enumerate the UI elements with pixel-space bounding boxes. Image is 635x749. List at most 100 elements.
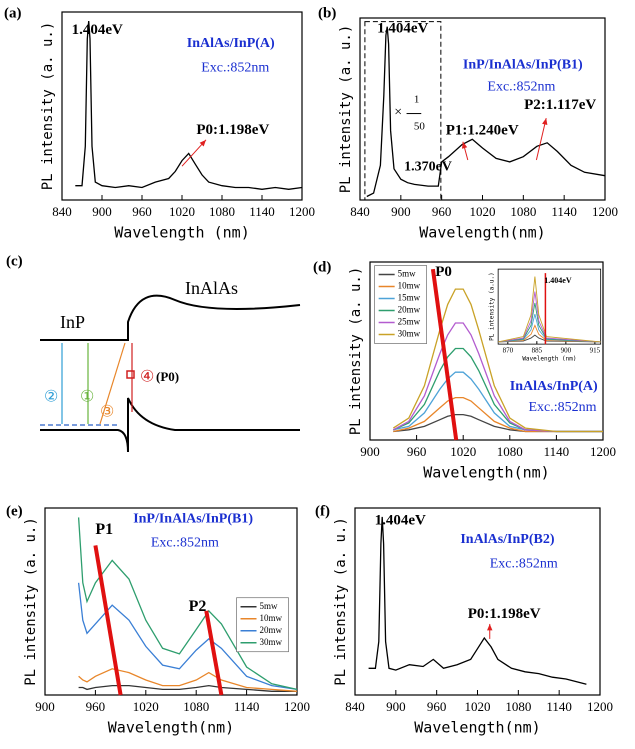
band-diagram bbox=[40, 294, 301, 453]
transition-label: ④ bbox=[140, 369, 154, 386]
annotation: P2 bbox=[189, 598, 207, 615]
legend-label: 10mw bbox=[260, 613, 283, 623]
x-tick-label: 1200 bbox=[284, 699, 310, 714]
x-tick-label: 1200 bbox=[587, 699, 613, 714]
spectrum-line bbox=[498, 302, 601, 343]
x-tick-label: 1020 bbox=[450, 444, 476, 459]
spectrum-line bbox=[368, 516, 587, 685]
annotation: InAlAs/InP(A) bbox=[187, 36, 275, 51]
annotation: P2:1.117eV bbox=[524, 97, 596, 113]
x-tick-label: 870 bbox=[503, 347, 514, 355]
plot-frame bbox=[369, 261, 604, 441]
panel-label: (f) bbox=[315, 503, 330, 519]
annotation: P0:1.198eV bbox=[468, 606, 541, 622]
annotation: InAlAs/InP(B2) bbox=[460, 532, 554, 547]
x-tick-label: 1200 bbox=[590, 444, 616, 459]
x-tick-label: 1140 bbox=[234, 699, 260, 714]
annotation: P0 bbox=[435, 264, 452, 280]
x-tick-label: 1080 bbox=[510, 204, 536, 219]
arrow bbox=[535, 117, 547, 161]
transition-label: ② bbox=[44, 389, 58, 406]
peak-trace bbox=[93, 545, 123, 696]
annotation: × bbox=[394, 105, 402, 120]
panel-label: (d) bbox=[313, 259, 331, 275]
spectrum-line bbox=[77, 582, 298, 691]
spectrum-line bbox=[498, 276, 601, 343]
x-tick-label: 885 bbox=[532, 347, 543, 355]
spectrum-line bbox=[78, 668, 298, 692]
transition-label: ① bbox=[80, 389, 94, 406]
x-tick-label: 1020 bbox=[465, 699, 491, 714]
x-tick-label: 1080 bbox=[497, 444, 523, 459]
panel-label: (c) bbox=[6, 253, 23, 269]
x-tick-label: 1140 bbox=[544, 444, 570, 459]
annotation: P1:1.240eV bbox=[446, 122, 519, 138]
legend-label: 20mw bbox=[398, 305, 421, 315]
arrow-head bbox=[199, 139, 206, 147]
spectrum-line bbox=[498, 291, 601, 343]
panel-label: (a) bbox=[4, 5, 22, 21]
x-axis-label: Wavelength(nm) bbox=[419, 224, 545, 242]
peak-trace bbox=[204, 610, 224, 696]
annotation: Exc.:852nm bbox=[487, 79, 555, 94]
x-tick-label: 900 bbox=[92, 204, 112, 219]
legend-box bbox=[374, 265, 427, 344]
x-axis-label: Wavelength (nm) bbox=[522, 356, 576, 363]
x-tick-label: 1140 bbox=[551, 204, 577, 219]
spectrum-line bbox=[392, 322, 603, 433]
arrow-head bbox=[461, 141, 468, 149]
x-tick-label: 900 bbox=[360, 444, 380, 459]
arrow-head bbox=[542, 118, 548, 125]
y-axis-label: PL intensity (a. u.) bbox=[338, 25, 354, 194]
x-tick-label: 1080 bbox=[183, 699, 209, 714]
y-axis-label: PL intensity (a. u.) bbox=[348, 267, 364, 436]
valence-band bbox=[40, 397, 300, 453]
x-tick-label: 1140 bbox=[546, 699, 572, 714]
x-tick-label: 1080 bbox=[505, 699, 531, 714]
legend-label: 20mw bbox=[260, 625, 283, 635]
x-axis-label: Wavelength(nm) bbox=[423, 464, 549, 482]
spectrum-line bbox=[392, 288, 603, 433]
legend-label: 5mw bbox=[398, 269, 417, 279]
annotation: 50 bbox=[414, 121, 426, 133]
x-axis-label: Wavelength(nm) bbox=[108, 719, 234, 737]
x-tick-label: 1020 bbox=[133, 699, 159, 714]
x-tick-label: 1200 bbox=[289, 204, 315, 219]
annotation: InP/InAlAs/InP(B1) bbox=[133, 511, 253, 526]
arrow-head bbox=[487, 623, 493, 631]
x-tick-label: 960 bbox=[407, 444, 427, 459]
spectrum-line bbox=[498, 334, 601, 343]
x-tick-label: 840 bbox=[345, 699, 365, 714]
x-tick-label: 960 bbox=[132, 204, 152, 219]
annotation: Exc.:852nm bbox=[151, 536, 219, 551]
x-axis-label: Wavelength (nm) bbox=[114, 224, 249, 242]
x-tick-label: 960 bbox=[86, 699, 106, 714]
legend-label: 15mw bbox=[398, 293, 421, 303]
x-tick-label: 1020 bbox=[169, 204, 195, 219]
legend-label: 30mw bbox=[398, 329, 421, 339]
annotation: Exc.:852nm bbox=[201, 61, 269, 76]
plot-frame bbox=[44, 507, 298, 696]
x-tick-label: 840 bbox=[52, 204, 72, 219]
spectrum-line bbox=[78, 684, 297, 692]
annotation: 1.404eV bbox=[72, 22, 123, 38]
x-tick-label: 900 bbox=[561, 347, 572, 355]
annotation: 1.404eV bbox=[544, 276, 572, 285]
spectrum-line bbox=[366, 26, 606, 198]
transition-label: ③ bbox=[100, 404, 114, 421]
x-tick-label: 900 bbox=[391, 204, 411, 219]
annotation: Exc.:852nm bbox=[490, 556, 558, 571]
y-axis-label: PL intensity (a. u.) bbox=[40, 22, 56, 191]
annotation: 1.404eV bbox=[377, 20, 428, 36]
x-tick-label: 840 bbox=[350, 204, 370, 219]
x-tick-label: 1080 bbox=[209, 204, 235, 219]
y-axis-label: PL intensity (a. u.) bbox=[333, 517, 349, 686]
panel-label: (b) bbox=[318, 5, 336, 21]
peak-trace bbox=[430, 268, 459, 441]
annotation: InAlAs/InP(A) bbox=[510, 379, 598, 394]
annotation: 1.370eV bbox=[404, 159, 452, 174]
legend-label: 30mw bbox=[260, 637, 283, 647]
spectrum-line bbox=[393, 396, 603, 433]
annotation: 1.404eV bbox=[375, 513, 426, 529]
